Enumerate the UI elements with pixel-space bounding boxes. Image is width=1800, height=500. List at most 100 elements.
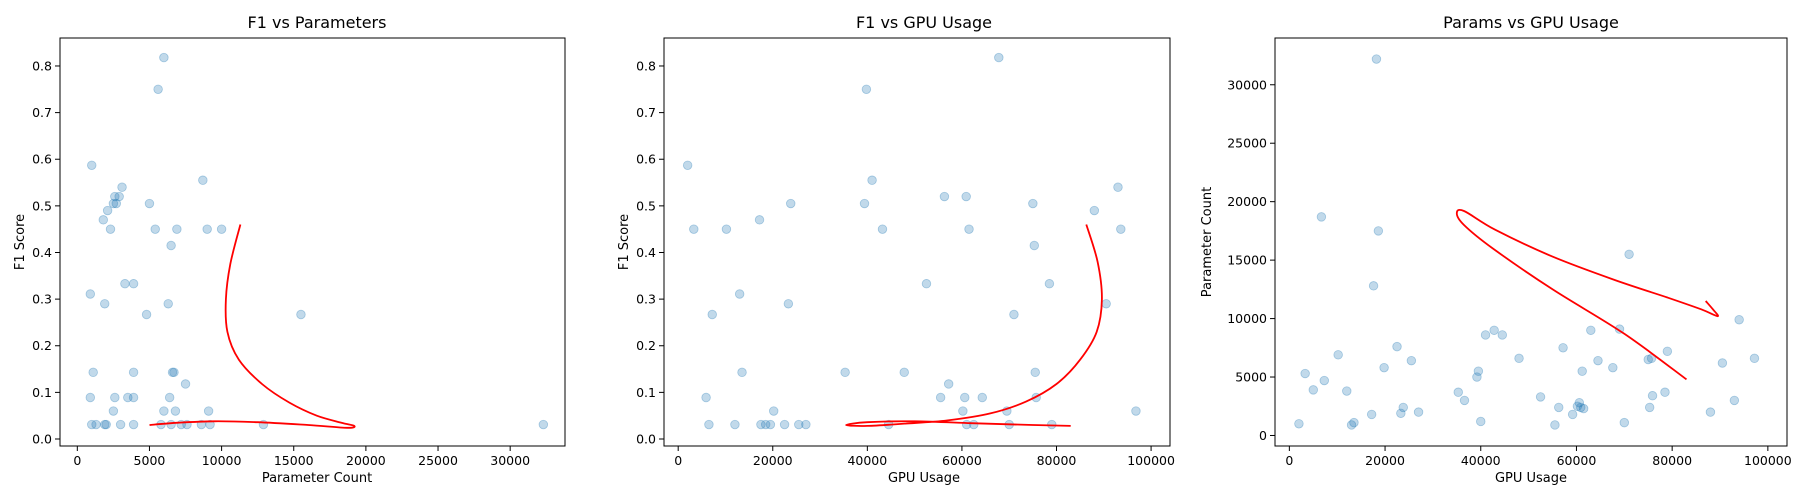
- scatter-point: [1717, 358, 1728, 368]
- scatter-point: [1729, 395, 1740, 406]
- scatter-point: [760, 419, 771, 430]
- scatter-point: [1578, 403, 1589, 414]
- scatter-point: [769, 406, 779, 416]
- scatter-point: [128, 279, 139, 289]
- scatter-point: [1734, 315, 1744, 325]
- y-tick-label: 0.5: [636, 198, 656, 213]
- x-tick-label: 80000: [1037, 453, 1077, 468]
- y-tick-label: 0.7: [636, 105, 656, 120]
- scatter-point: [141, 309, 152, 320]
- scatter-point: [701, 392, 711, 403]
- scatter-point: [921, 279, 932, 289]
- scatter-point: [169, 367, 179, 378]
- y-axis-ticks: 0 5000 10000 15000 20000 25000 30000: [1227, 77, 1275, 443]
- scatter-point: [682, 160, 693, 170]
- y-tick-label: 0.4: [636, 245, 656, 260]
- scatter-point: [98, 215, 108, 225]
- scatter-point: [123, 392, 133, 403]
- x-tick-label: 40000: [1461, 453, 1501, 468]
- y-tick-label: 0.7: [32, 105, 52, 120]
- scatter-point: [961, 191, 971, 202]
- scatter-point: [153, 84, 163, 94]
- scatter-point: [1413, 407, 1424, 417]
- scatter-point: [164, 392, 175, 403]
- scatter-point: [163, 299, 173, 309]
- scatter-point: [1373, 226, 1384, 236]
- scatter-point: [111, 198, 121, 209]
- scatter-point: [1643, 354, 1653, 365]
- x-tick-label: 10000: [202, 453, 242, 468]
- scatter-point: [166, 419, 176, 430]
- scatter-point: [977, 392, 987, 403]
- scatter-point: [1319, 375, 1329, 386]
- scatter-point: [1101, 299, 1111, 309]
- scatter-point: [1346, 420, 1357, 430]
- scatter-point: [1480, 330, 1491, 340]
- scatter-point: [1029, 240, 1039, 251]
- scatter-point: [1116, 224, 1126, 234]
- x-tick-label: 5000: [134, 453, 166, 468]
- y-tick-label: 0: [1259, 428, 1267, 443]
- x-tick-label: 60000: [942, 453, 982, 468]
- scatter-point: [85, 289, 96, 299]
- y-tick-label: 0.8: [636, 58, 656, 73]
- x-tick-label: 15000: [274, 453, 314, 468]
- trend-curve: [149, 224, 356, 429]
- y-tick-label: 25000: [1227, 136, 1267, 151]
- x-axis-ticks: 0 20000 40000 60000 80000 100000: [1285, 446, 1792, 468]
- scatter-points: [1294, 54, 1760, 430]
- y-tick-label: 15000: [1227, 253, 1267, 268]
- y-tick-label: 5000: [1235, 370, 1267, 385]
- scatter-point: [1044, 279, 1055, 289]
- scatter-point: [87, 160, 97, 170]
- x-tick-label: 80000: [1652, 453, 1692, 468]
- scatter-point: [707, 309, 717, 320]
- scatter-point: [877, 224, 888, 234]
- scatter-point: [1398, 402, 1408, 413]
- scatter-point: [960, 392, 970, 403]
- scatter-point: [867, 175, 877, 185]
- scatter-point: [117, 182, 127, 192]
- scatter-point: [198, 175, 208, 185]
- scatter-point: [779, 419, 790, 430]
- scatter-point: [840, 367, 850, 378]
- scatter-point: [994, 52, 1004, 63]
- scatter-point: [689, 224, 699, 234]
- x-axis-label: GPU Usage: [888, 471, 960, 486]
- x-axis-label: Parameter Count: [262, 471, 372, 486]
- scatter-point: [1497, 330, 1507, 340]
- chart-title: F1 vs GPU Usage: [856, 13, 992, 32]
- x-tick-label: 60000: [1557, 453, 1597, 468]
- scatter-point: [801, 419, 811, 430]
- scatter-point: [110, 392, 120, 403]
- scatter-point: [861, 84, 872, 94]
- trend-curve: [1455, 208, 1719, 381]
- plot-area: [59, 37, 566, 447]
- scatter-point: [1647, 391, 1658, 401]
- plot-area: [663, 37, 1171, 447]
- y-tick-label: 0.1: [636, 385, 656, 400]
- scatter-point: [1333, 350, 1343, 360]
- scatter-point: [1608, 362, 1618, 373]
- scatter-point: [721, 224, 732, 234]
- y-tick-label: 0.0: [636, 432, 656, 447]
- scatter-point: [110, 191, 120, 202]
- scatter-point: [1392, 341, 1402, 352]
- y-tick-label: 0.6: [636, 152, 656, 167]
- scatter-point: [87, 419, 97, 430]
- scatter-point: [1550, 420, 1560, 430]
- scatter-point: [128, 419, 139, 430]
- scatter-point: [296, 309, 306, 320]
- x-tick-label: 25000: [418, 453, 458, 468]
- scatter-point: [108, 406, 119, 416]
- scatter-point: [88, 367, 98, 378]
- scatter-point: [1294, 419, 1304, 429]
- y-tick-label: 0.3: [32, 292, 52, 307]
- x-tick-label: 0: [73, 453, 81, 468]
- scatter-point: [1308, 385, 1318, 395]
- trend-curve: [845, 224, 1103, 427]
- scatter-point: [964, 224, 974, 234]
- y-tick-label: 0.4: [32, 245, 52, 260]
- scatter-point: [939, 191, 950, 202]
